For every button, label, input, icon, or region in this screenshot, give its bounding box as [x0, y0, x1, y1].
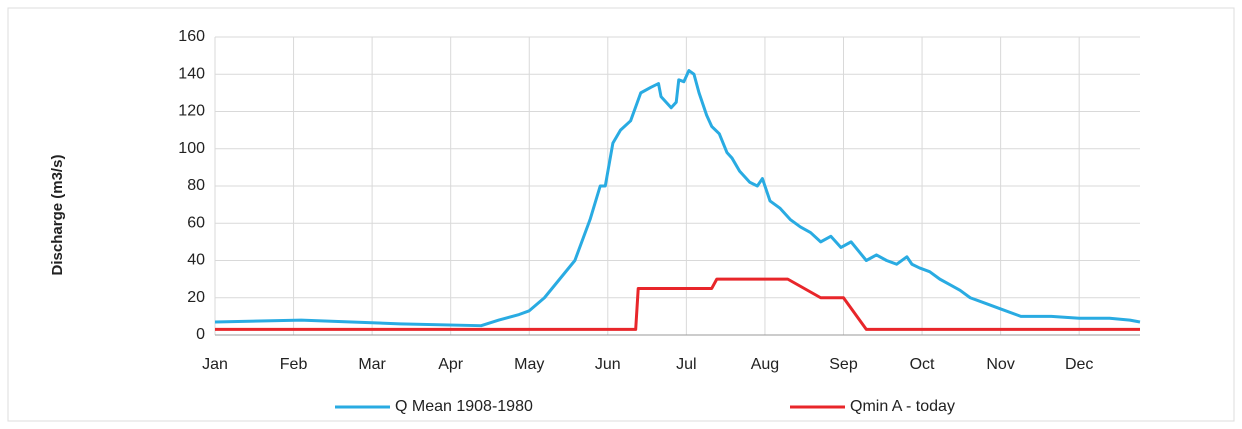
y-tick-label: 160 — [178, 28, 205, 45]
y-tick-label: 40 — [187, 252, 205, 269]
x-tick-label: Oct — [910, 356, 935, 373]
x-tick-label: Sep — [829, 356, 858, 373]
x-tick-label: Dec — [1065, 356, 1093, 373]
y-tick-label: 80 — [187, 177, 205, 194]
x-tick-label: Mar — [358, 356, 386, 373]
y-tick-label: 100 — [178, 140, 205, 157]
legend-label: Q Mean 1908-1980 — [395, 398, 533, 415]
x-tick-label: May — [514, 356, 544, 373]
legend-label: Qmin A - today — [850, 398, 955, 415]
y-tick-label: 20 — [187, 289, 205, 306]
y-tick-label: 0 — [196, 326, 205, 343]
y-tick-label: 120 — [178, 103, 205, 120]
x-tick-label: Jan — [202, 356, 228, 373]
x-tick-label: Nov — [986, 356, 1014, 373]
y-tick-label: 60 — [187, 214, 205, 231]
x-tick-label: Apr — [438, 356, 464, 373]
chart-border — [7, 7, 1235, 422]
x-tick-label: Jul — [676, 356, 696, 373]
x-tick-label: Feb — [280, 356, 308, 373]
x-tick-label: Jun — [595, 356, 621, 373]
x-tick-label: Aug — [751, 356, 779, 373]
series-line — [215, 277, 1140, 331]
y-axis-label: Discharge (m3/s) — [49, 155, 66, 276]
y-tick-label: 140 — [178, 65, 205, 82]
series-line — [214, 69, 1141, 328]
